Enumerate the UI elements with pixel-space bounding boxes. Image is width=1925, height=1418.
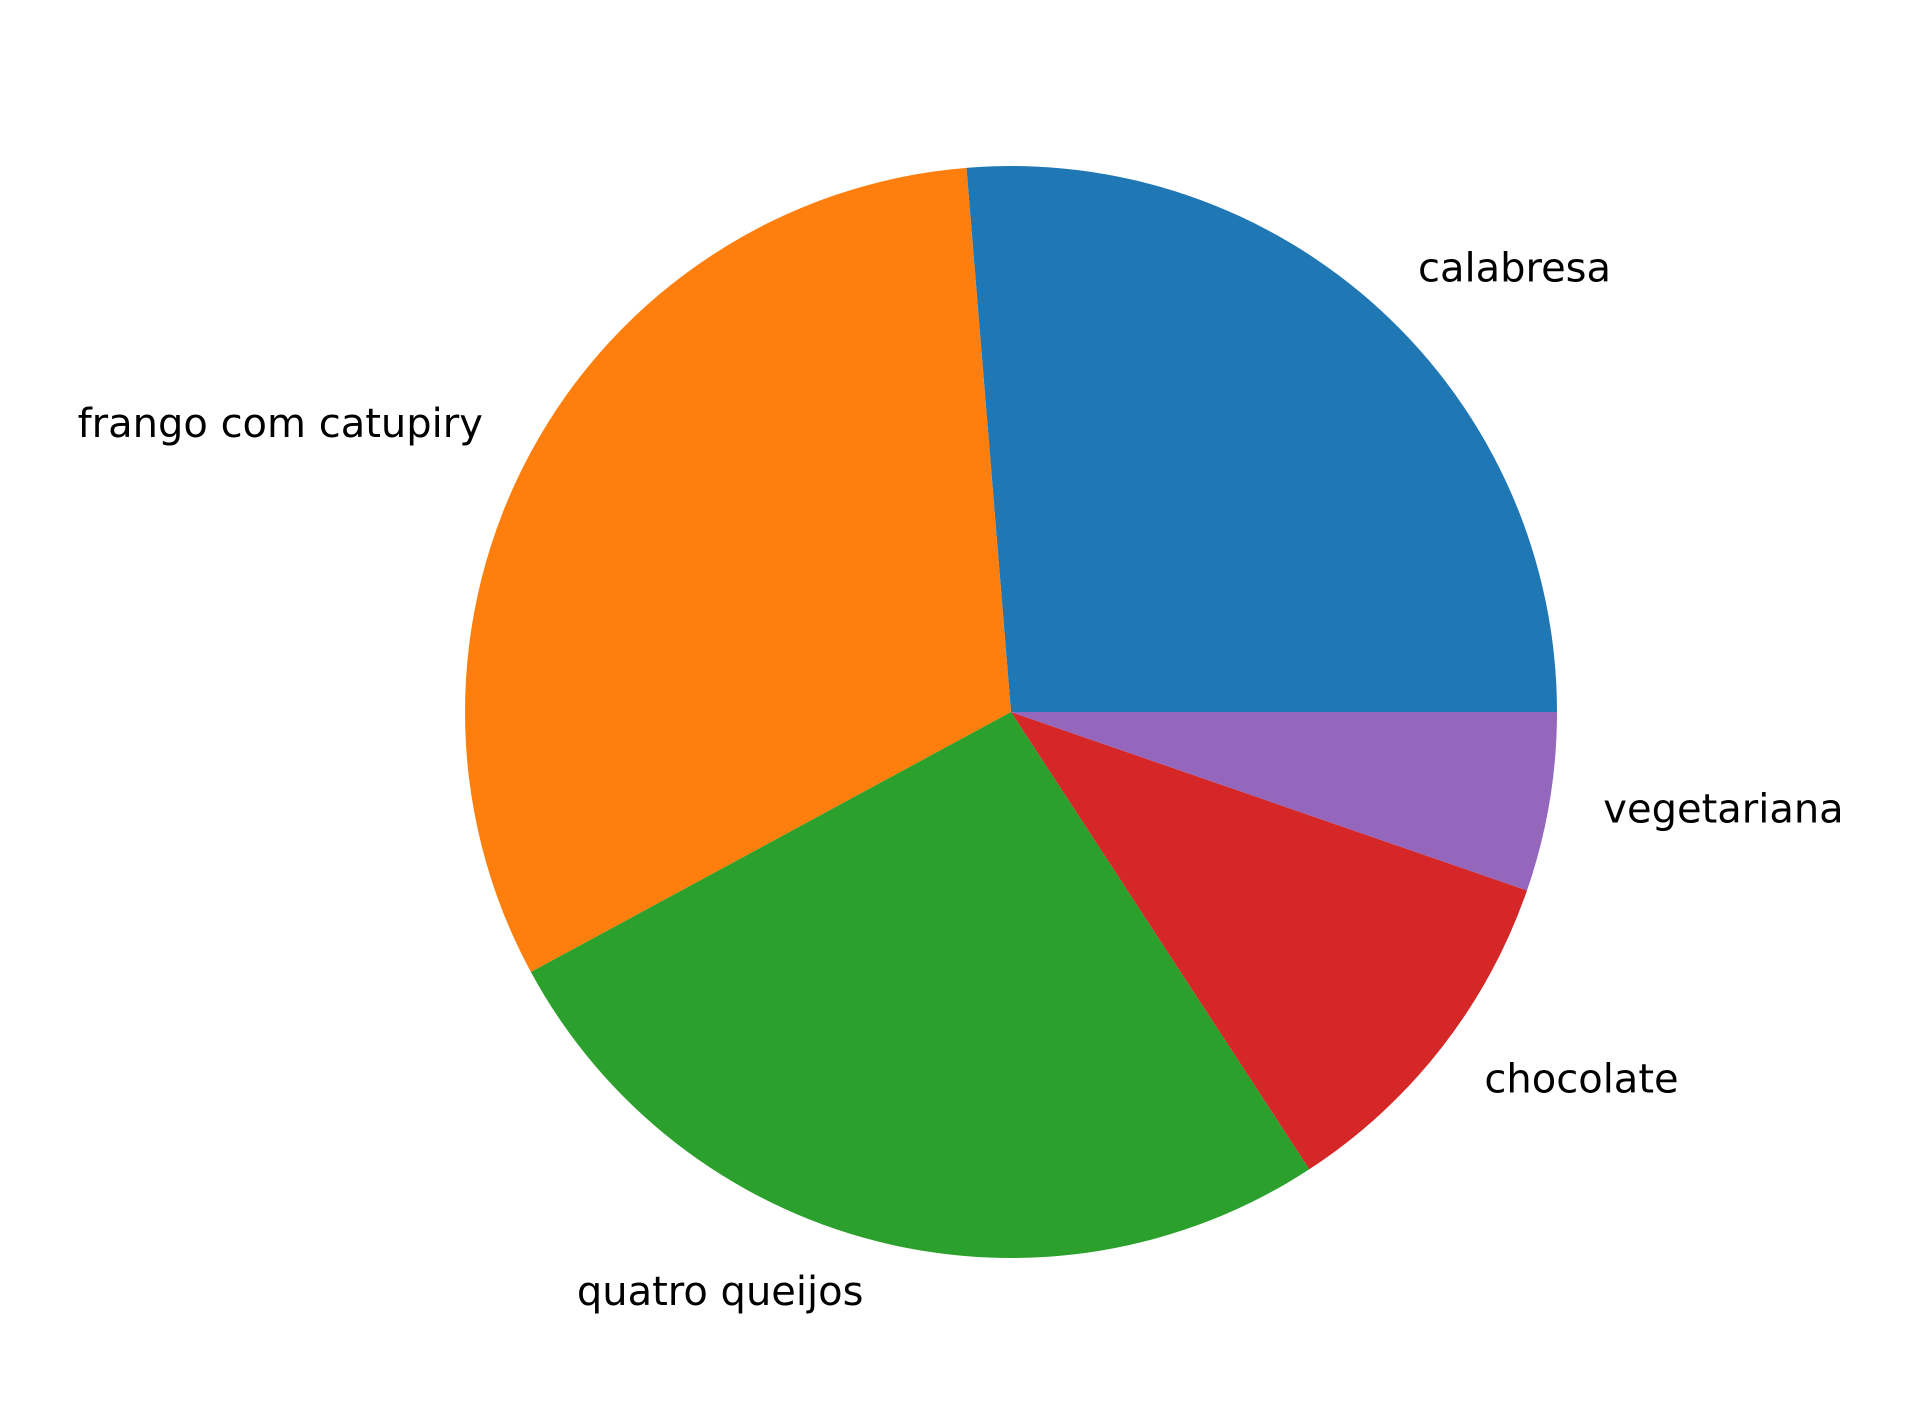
pie-slice-calabresa <box>966 165 1557 712</box>
pie-slices <box>465 165 1557 1258</box>
pie-slice-vegetariana <box>1011 712 1557 891</box>
pie-label-chocolate: chocolate <box>1484 1057 1678 1103</box>
pie-label-quatro-queijos: quatro queijos <box>577 1269 864 1315</box>
pie-labels: calabresa frango com catupiry quatro queij… <box>78 245 1844 1315</box>
pie-label-calabresa: calabresa <box>1418 245 1611 291</box>
pie-slice-chocolate <box>1011 712 1528 1170</box>
pie-slice-frango-com-catupiry <box>465 167 1011 973</box>
pie-label-vegetariana: vegetariana <box>1603 787 1843 833</box>
pie-slice-quatro-queijos <box>530 712 1310 1258</box>
pie-label-frango-com-catupiry: frango com catupiry <box>78 401 483 447</box>
